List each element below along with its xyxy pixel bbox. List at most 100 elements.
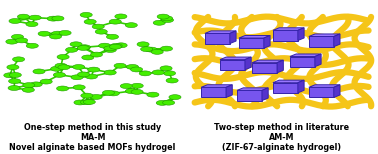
Circle shape [9,73,21,77]
Circle shape [77,72,90,77]
Circle shape [83,99,95,104]
Polygon shape [290,54,321,57]
Circle shape [131,83,143,88]
Circle shape [115,14,127,19]
Circle shape [15,38,28,43]
Circle shape [50,34,62,39]
Circle shape [59,30,71,35]
Circle shape [73,65,85,69]
Circle shape [166,78,178,83]
Circle shape [127,65,139,69]
Circle shape [85,74,98,79]
Circle shape [47,16,59,21]
Circle shape [90,94,102,99]
Polygon shape [220,57,251,60]
Circle shape [57,55,69,59]
Polygon shape [201,87,226,97]
Circle shape [161,18,174,22]
Polygon shape [298,80,304,93]
Circle shape [38,31,50,36]
Circle shape [169,95,181,100]
Circle shape [71,75,83,80]
Text: AM-M: AM-M [269,133,294,142]
Circle shape [145,47,157,52]
Polygon shape [239,38,264,48]
Polygon shape [334,34,340,47]
Circle shape [77,45,89,50]
Circle shape [9,18,21,23]
Circle shape [92,24,104,29]
Circle shape [26,43,38,48]
Circle shape [74,100,86,105]
Circle shape [29,15,41,20]
Circle shape [107,91,119,96]
Circle shape [40,79,52,84]
Circle shape [22,87,34,92]
Circle shape [88,67,100,72]
Polygon shape [262,88,268,101]
Circle shape [153,20,165,25]
Circle shape [73,85,85,90]
Polygon shape [309,36,334,47]
Polygon shape [239,35,270,38]
Polygon shape [277,60,284,73]
Polygon shape [273,30,298,41]
Polygon shape [273,83,298,93]
Polygon shape [290,57,315,67]
Text: Two-step method in literature: Two-step method in literature [214,123,349,132]
Polygon shape [309,34,340,36]
Circle shape [109,44,121,49]
Circle shape [125,89,138,93]
Circle shape [11,34,23,39]
Polygon shape [309,87,334,97]
Circle shape [70,42,82,47]
Text: Novel alginate based MOFs hydrogel: Novel alginate based MOFs hydrogel [9,143,176,152]
Polygon shape [201,85,232,87]
Circle shape [57,86,69,91]
Polygon shape [220,60,245,70]
Circle shape [157,14,169,19]
Circle shape [109,19,121,24]
Circle shape [82,55,94,60]
Circle shape [137,42,149,47]
Circle shape [90,52,102,57]
Circle shape [52,16,64,21]
Circle shape [95,29,107,34]
Circle shape [125,23,137,28]
Circle shape [99,43,111,48]
Circle shape [4,73,16,78]
Circle shape [6,39,18,44]
Circle shape [8,85,20,90]
Circle shape [114,63,126,68]
Circle shape [151,49,163,54]
Circle shape [51,66,63,71]
Text: MA-M: MA-M [80,133,105,142]
Circle shape [141,47,153,52]
Circle shape [120,84,132,89]
Polygon shape [252,60,284,63]
Circle shape [164,71,176,76]
Polygon shape [237,90,262,101]
Polygon shape [252,63,277,73]
Circle shape [55,63,67,68]
Circle shape [7,65,19,70]
Polygon shape [230,31,236,44]
Circle shape [152,70,164,75]
Circle shape [9,79,21,84]
Circle shape [139,71,151,76]
Circle shape [17,14,29,19]
Polygon shape [309,85,340,87]
Polygon shape [205,31,236,33]
Circle shape [30,82,42,87]
Polygon shape [245,57,251,70]
Polygon shape [273,80,304,83]
Polygon shape [226,85,232,97]
Polygon shape [315,54,321,67]
Circle shape [26,22,38,27]
Polygon shape [273,28,304,30]
Circle shape [102,90,115,95]
Circle shape [161,16,173,21]
Circle shape [107,34,119,39]
Circle shape [156,100,168,105]
Circle shape [80,12,92,17]
